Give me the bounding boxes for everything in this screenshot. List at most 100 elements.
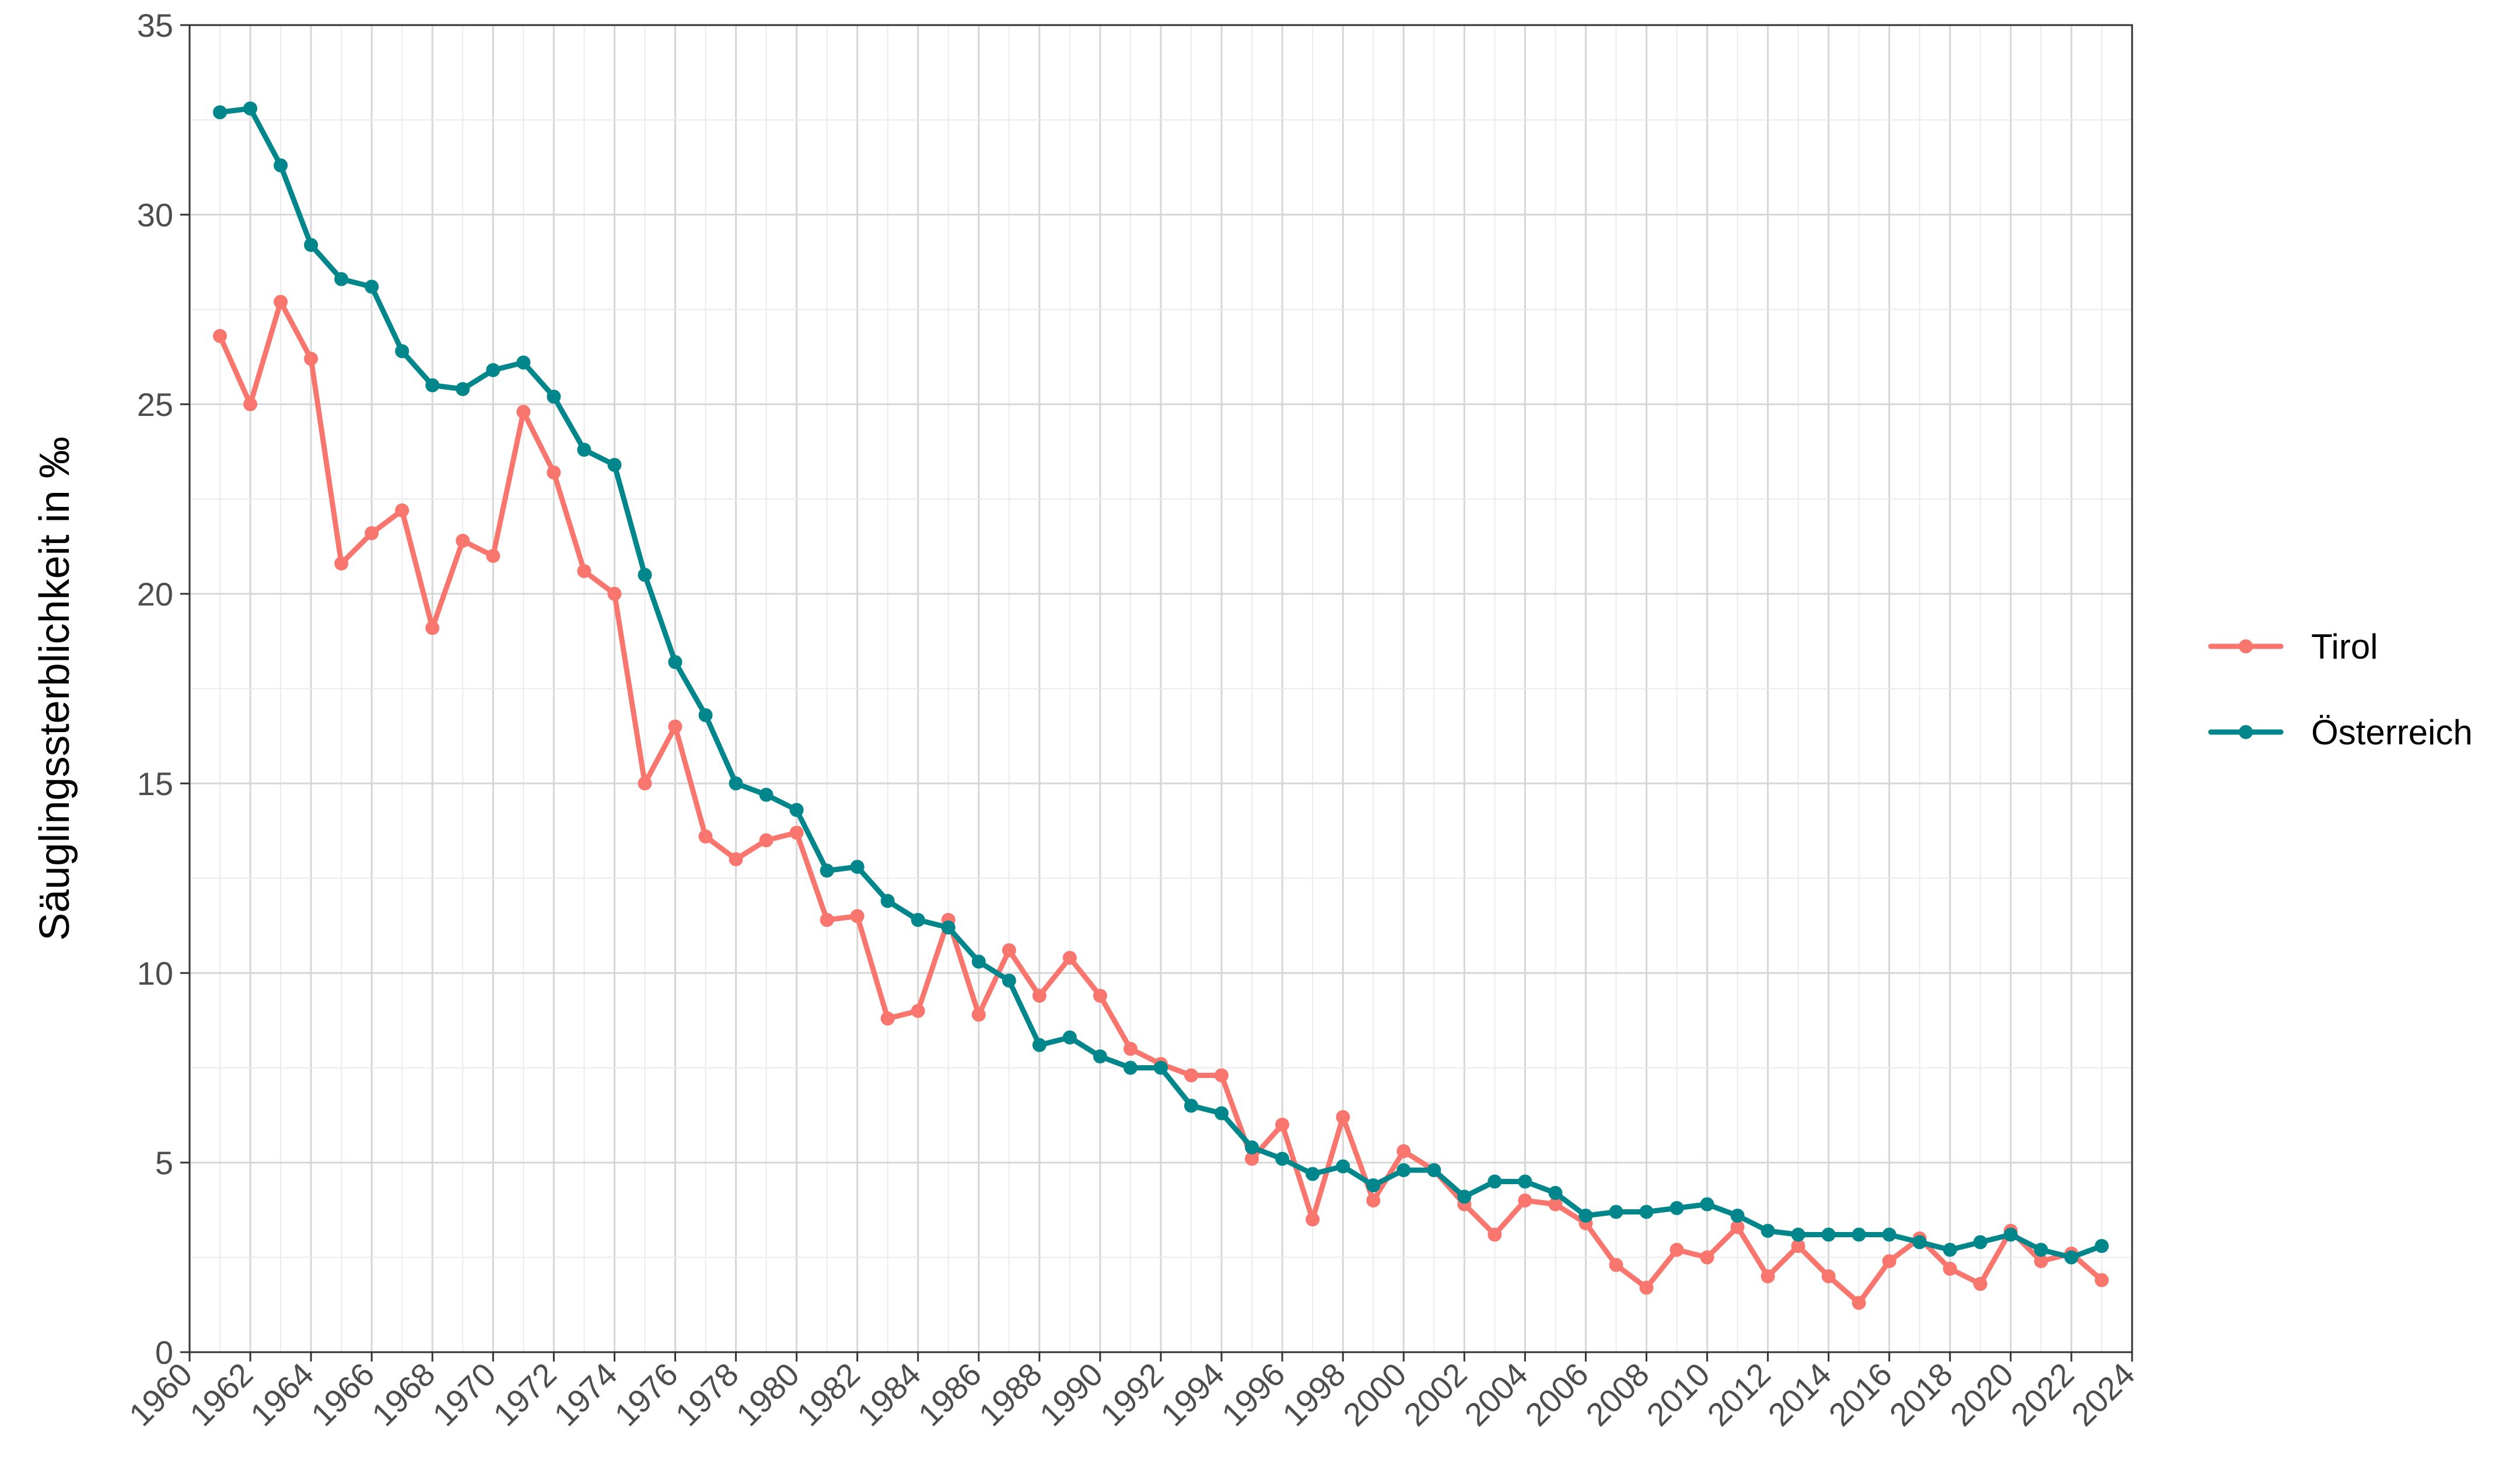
data-point [1730, 1220, 1745, 1234]
y-tick-label: 20 [137, 576, 173, 612]
data-point [2034, 1242, 2048, 1257]
legend: Tirol Österreich [2208, 627, 2473, 752]
data-point [516, 355, 531, 370]
data-point [425, 621, 440, 635]
data-point [486, 549, 501, 563]
data-point [729, 776, 743, 790]
data-point [274, 295, 288, 309]
data-point [1700, 1250, 1714, 1265]
data-point [1123, 1060, 1138, 1075]
data-point [1488, 1227, 1502, 1242]
data-point [1518, 1174, 1532, 1189]
data-point [1002, 943, 1016, 957]
data-point [2094, 1239, 2109, 1253]
data-point [334, 556, 349, 570]
data-point [456, 534, 470, 548]
data-point [334, 272, 349, 286]
data-point [1002, 974, 1016, 988]
data-point [1093, 989, 1107, 1003]
data-point [789, 825, 804, 840]
data-point [698, 708, 713, 722]
data-point [1973, 1277, 1987, 1291]
data-point [759, 833, 774, 848]
data-point [1548, 1186, 1563, 1200]
data-point [607, 587, 622, 601]
data-point [1336, 1110, 1350, 1124]
data-point [1973, 1235, 1987, 1250]
data-point [1882, 1254, 1896, 1268]
data-point [1760, 1224, 1775, 1238]
y-tick-label: 30 [137, 197, 173, 233]
y-tick-label: 10 [137, 955, 173, 992]
data-point [1214, 1068, 1229, 1083]
data-point [456, 382, 470, 396]
data-point [1791, 1239, 1805, 1253]
data-point [1427, 1163, 1441, 1177]
data-point [1912, 1235, 1927, 1250]
data-point [607, 458, 622, 472]
legend-marker [2239, 725, 2253, 739]
data-point [1214, 1106, 1229, 1121]
data-point [1670, 1201, 1684, 1215]
data-point [1700, 1197, 1714, 1212]
data-point [941, 921, 956, 935]
data-point [1639, 1280, 1654, 1295]
data-point [1518, 1194, 1532, 1208]
legend-label: Tirol [2311, 627, 2378, 666]
data-point [304, 238, 318, 252]
data-point [577, 564, 592, 578]
data-point [1306, 1167, 1320, 1181]
legend-label: Österreich [2311, 713, 2473, 752]
data-point [2094, 1273, 2109, 1287]
data-point [486, 363, 501, 377]
data-point [1366, 1194, 1381, 1208]
y-tick-label: 35 [137, 7, 173, 44]
data-point [1882, 1227, 1896, 1242]
data-point [820, 913, 834, 927]
data-point [1821, 1269, 1836, 1283]
series-Österreich [213, 102, 2109, 1265]
legend-marker [2239, 639, 2253, 653]
data-point [1852, 1296, 1866, 1310]
data-point [698, 830, 713, 844]
data-point [1639, 1205, 1654, 1219]
data-point [789, 803, 804, 817]
data-point [850, 860, 864, 874]
data-point [880, 1012, 895, 1026]
data-point [1609, 1258, 1623, 1272]
data-point [1548, 1197, 1563, 1212]
y-tick-label: 5 [155, 1144, 173, 1181]
data-point [1154, 1060, 1168, 1075]
data-point [668, 655, 682, 669]
data-point [1123, 1042, 1138, 1056]
data-point [1457, 1189, 1472, 1204]
y-axis-label: Säuglingssterblichkeit in ‰ [32, 436, 78, 940]
y-tick-label: 25 [137, 386, 173, 423]
data-point [1245, 1152, 1259, 1166]
data-point [1062, 1030, 1077, 1045]
data-point [1032, 1038, 1046, 1052]
data-point [1791, 1227, 1805, 1242]
data-point [1336, 1159, 1350, 1174]
legend-item: Österreich [2208, 713, 2473, 752]
data-point [1366, 1178, 1381, 1192]
data-point [1730, 1209, 1745, 1223]
data-point [1093, 1049, 1107, 1063]
data-point [880, 894, 895, 908]
grid-lines [188, 24, 2133, 1353]
legend-item: Tirol [2208, 627, 2378, 666]
y-tick-label: 0 [155, 1334, 173, 1371]
data-point [971, 1007, 986, 1022]
data-point [971, 954, 986, 969]
data-point [638, 568, 652, 582]
data-point [1760, 1269, 1775, 1283]
data-point [365, 279, 379, 294]
data-point [1245, 1140, 1259, 1154]
data-point [1396, 1144, 1411, 1158]
data-point [1852, 1227, 1866, 1242]
data-point [243, 102, 258, 116]
data-point [1184, 1098, 1199, 1113]
data-point [1943, 1262, 1957, 1276]
data-point [1609, 1205, 1623, 1219]
